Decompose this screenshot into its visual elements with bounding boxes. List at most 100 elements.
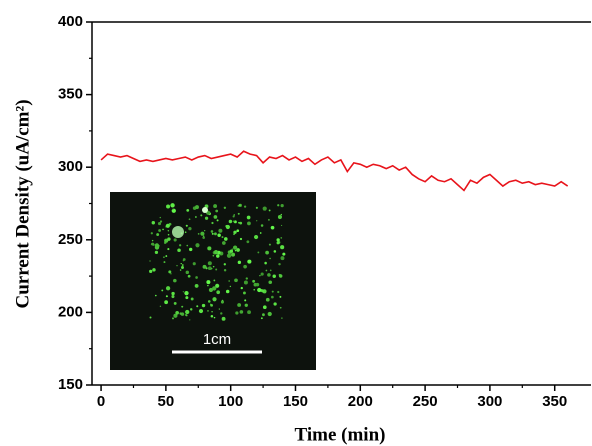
sparkle — [278, 274, 283, 278]
sparkle — [179, 269, 182, 271]
sparkle — [264, 261, 267, 265]
sparkle — [202, 207, 208, 213]
sparkle — [232, 245, 238, 250]
sparkle — [277, 215, 282, 220]
sparkle — [171, 291, 175, 296]
y-tick-label: 350 — [58, 86, 83, 103]
sparkle — [281, 317, 283, 319]
sparkle — [218, 308, 220, 310]
sparkle — [195, 243, 200, 248]
sparkle — [267, 218, 270, 221]
sparkle — [271, 290, 274, 293]
sparkle — [200, 214, 203, 217]
sparkle — [212, 297, 217, 302]
sparkle — [235, 311, 239, 315]
sparkle — [150, 232, 153, 235]
x-tick-label: 350 — [542, 393, 567, 410]
sparkle — [173, 301, 177, 305]
sparkle — [260, 224, 264, 227]
sparkle — [273, 250, 277, 253]
sparkle — [262, 305, 267, 310]
sparkle — [211, 311, 213, 313]
sparkle — [175, 310, 179, 315]
sparkle — [262, 313, 265, 317]
sparkle — [229, 249, 234, 253]
sparkle — [210, 230, 214, 233]
sparkle — [157, 222, 162, 226]
sparkle — [220, 312, 223, 315]
y-tick-label: 300 — [58, 158, 83, 175]
sparkle — [223, 268, 227, 272]
sparkle — [255, 206, 258, 209]
sparkle — [236, 248, 240, 252]
sparkle — [149, 316, 152, 319]
sparkle — [278, 262, 281, 266]
sparkle — [265, 269, 268, 272]
sparkle — [176, 265, 178, 267]
scale-label: 1cm — [203, 331, 231, 348]
sparkle — [233, 233, 235, 236]
sparkle — [257, 287, 262, 293]
sparkle — [184, 231, 187, 234]
sparkle — [252, 279, 256, 283]
sparkle — [216, 290, 221, 295]
sparkle — [261, 289, 265, 293]
sparkle — [216, 254, 220, 258]
sparkle — [185, 224, 188, 227]
inset-photo: 1cm — [110, 192, 316, 370]
sparkle — [279, 306, 282, 309]
sparkle — [202, 264, 207, 269]
sparkle — [185, 314, 188, 317]
sparkle — [237, 304, 240, 307]
sparkle — [212, 254, 215, 257]
sparkle — [282, 252, 286, 256]
x-axis-label: Time (min) — [295, 424, 386, 445]
sparkle — [167, 237, 171, 241]
sparkle — [173, 313, 178, 318]
sparkle — [234, 278, 238, 283]
sparkle — [228, 280, 230, 282]
sparkle — [181, 305, 184, 308]
sparkle — [154, 243, 160, 248]
sparkle — [166, 204, 171, 209]
inset-sparkles — [149, 203, 286, 321]
sparkle — [167, 233, 170, 236]
sparkle — [159, 216, 161, 219]
x-tick-label: 50 — [158, 393, 175, 410]
sparkle — [215, 209, 219, 213]
sparkle — [213, 279, 216, 282]
sparkle — [200, 231, 205, 236]
sparkle — [223, 263, 226, 266]
sparkle — [218, 228, 223, 233]
sparkle — [226, 253, 232, 258]
sparkle — [163, 256, 165, 258]
sparkle — [181, 264, 184, 266]
x-tick-label: 100 — [218, 393, 243, 410]
sparkle — [234, 249, 237, 252]
sparkle — [276, 241, 280, 245]
sparkle — [232, 220, 235, 223]
sparkle — [168, 270, 172, 274]
sparkle — [202, 236, 205, 239]
sparkle — [151, 221, 156, 225]
sparkle — [280, 236, 283, 239]
sparkle — [216, 219, 219, 222]
sparkle — [198, 309, 204, 314]
sparkle — [182, 259, 185, 262]
sparkle — [239, 221, 243, 225]
sparkle — [164, 300, 169, 305]
sparkle — [231, 252, 236, 257]
sparkle — [256, 220, 258, 222]
sparkle — [238, 204, 241, 207]
sparkle — [232, 215, 235, 218]
sparkle — [255, 282, 260, 287]
sparkle — [195, 205, 199, 210]
sparkle — [271, 295, 274, 299]
sparkle — [154, 250, 159, 255]
sparkle — [210, 314, 214, 318]
sparkle — [182, 291, 184, 293]
sparkle — [207, 300, 211, 303]
sparkle — [184, 291, 189, 296]
sparkle — [244, 299, 247, 302]
sparkle — [237, 260, 242, 265]
